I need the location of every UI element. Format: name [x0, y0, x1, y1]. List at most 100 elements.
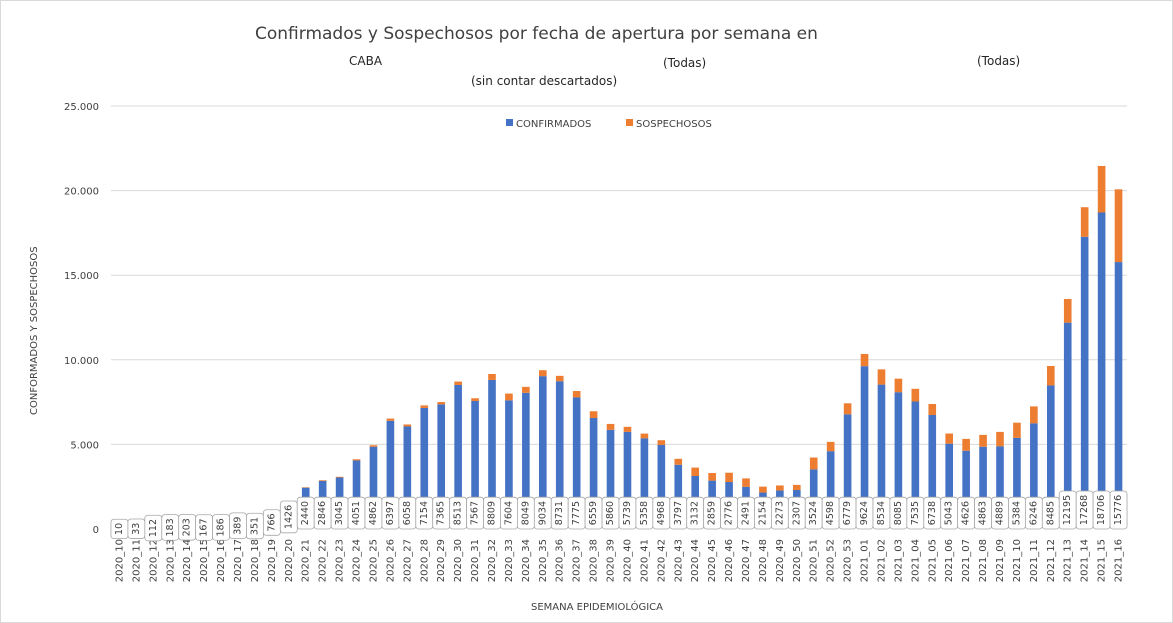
data-label-value: 2776 — [724, 501, 735, 525]
y-tick-label: 25.000 — [64, 102, 99, 113]
x-tick-label: 2020_32 — [487, 539, 498, 582]
bar-sospechosos — [1030, 406, 1038, 424]
bar-confirmados — [843, 414, 852, 529]
data-label-value: 7567 — [470, 501, 481, 525]
data-label-value: 5860 — [605, 501, 616, 525]
y-tick-label: 20.000 — [64, 187, 99, 198]
bar-confirmados — [538, 376, 547, 529]
data-label-value: 4598 — [825, 501, 836, 525]
bar-confirmados — [420, 407, 429, 529]
data-label-value: 2154 — [757, 501, 768, 525]
bar-sospechosos — [911, 388, 920, 402]
x-tick-label: 2020_23 — [335, 539, 346, 582]
bar-confirmados — [657, 444, 666, 529]
bar-sospechosos — [877, 369, 886, 385]
legend-swatch-confirmados — [506, 119, 513, 126]
bar-confirmados — [1063, 322, 1072, 529]
data-label: 3524 — [804, 496, 823, 530]
bar-sospechosos — [1013, 422, 1021, 438]
data-label-value: 6779 — [842, 501, 853, 525]
bar-sospechosos — [589, 411, 598, 419]
bar-confirmados — [894, 392, 903, 529]
data-label-value: 5043 — [944, 501, 955, 525]
y-tick-label: 15.000 — [64, 271, 99, 282]
data-label: 3045 — [330, 496, 349, 530]
data-label-value: 5739 — [622, 501, 633, 525]
data-label-value: 2491 — [741, 501, 752, 525]
bar-sospechosos — [691, 467, 700, 477]
bar-confirmados — [505, 400, 513, 529]
data-label-value: 2859 — [707, 501, 718, 525]
bar-confirmados — [352, 460, 361, 529]
bar-confirmados — [860, 366, 869, 529]
bar-confirmados — [1013, 437, 1021, 529]
data-label-value: 6738 — [927, 501, 938, 525]
bars — [115, 165, 1123, 529]
bar-sospechosos — [369, 445, 378, 447]
data-label: 5739 — [618, 496, 637, 530]
data-label-value: 766 — [266, 513, 277, 531]
data-label: 8731 — [550, 496, 569, 530]
data-label: 389 — [229, 512, 247, 539]
x-tick-label: 2020_30 — [453, 539, 464, 582]
bar-sospechosos — [742, 478, 750, 487]
bar-confirmados — [589, 418, 598, 529]
data-label: 2491 — [737, 496, 755, 530]
x-tick-label: 2020_45 — [707, 539, 718, 582]
x-tick-label: 2021_15 — [1097, 539, 1108, 582]
subtitle-region: CABA — [349, 54, 383, 68]
data-label: 167 — [195, 514, 214, 541]
bar-sospechosos — [725, 472, 733, 483]
data-label: 4968 — [652, 496, 671, 530]
x-tick-label: 2020_43 — [673, 539, 684, 582]
data-label-value: 6246 — [1028, 501, 1039, 525]
x-tick-label: 2021_01 — [860, 539, 871, 582]
data-label-value: 7775 — [571, 501, 582, 525]
data-label-value: 9624 — [859, 501, 870, 525]
x-tick-label: 2021_11 — [1029, 539, 1040, 582]
data-label: 2846 — [313, 496, 332, 530]
bar-confirmados — [403, 426, 412, 529]
data-label-value: 8049 — [520, 501, 531, 525]
data-label: 6779 — [838, 496, 857, 530]
bar-sospechosos — [1063, 298, 1072, 323]
bar-confirmados — [945, 443, 954, 529]
data-label-value: 8809 — [487, 501, 498, 525]
data-label-value: 351 — [249, 517, 260, 535]
bar-sospechosos — [471, 398, 479, 401]
data-label: 8513 — [449, 496, 468, 530]
bar-sospechosos — [996, 431, 1004, 447]
data-label-value: 6058 — [402, 501, 413, 525]
bar-confirmados — [437, 404, 446, 529]
subtitle-note: (sin contar descartados) — [471, 74, 617, 88]
data-label: 10 — [110, 518, 129, 540]
bar-sospechosos — [572, 391, 581, 398]
data-label-value: 10 — [114, 523, 125, 535]
x-tick-label: 2020_42 — [656, 539, 667, 582]
data-label-value: 167 — [199, 519, 210, 537]
x-tick-label: 2020_27 — [402, 539, 413, 582]
bar-sospechosos — [674, 458, 683, 465]
bar-confirmados — [488, 379, 496, 529]
data-label: 8809 — [483, 496, 501, 530]
x-tick-label: 2020_39 — [606, 539, 617, 582]
data-label-value: 389 — [233, 517, 244, 535]
bar-confirmados — [979, 446, 987, 529]
bar-sospechosos — [792, 484, 801, 490]
bar-confirmados — [386, 420, 395, 529]
subtitle-filter-1: (Todas) — [663, 56, 706, 70]
bar-sospechosos — [386, 418, 395, 421]
data-label-value: 8513 — [453, 501, 464, 525]
x-tick-label: 2020_10 — [114, 539, 125, 582]
x-tick-label: 2021_03 — [893, 539, 904, 582]
x-tick-label: 2021_16 — [1114, 539, 1125, 582]
data-label-value: 6559 — [588, 501, 599, 525]
x-tick-label: 2021_12 — [1046, 539, 1057, 582]
data-label: 6738 — [923, 496, 942, 530]
data-label: 766 — [262, 509, 281, 536]
data-label: 4051 — [347, 496, 366, 530]
x-tick-label: 2021_10 — [1012, 539, 1023, 582]
x-tick-label: 2020_19 — [267, 539, 278, 582]
data-label-value: 4626 — [961, 501, 972, 525]
data-label: 2154 — [754, 496, 772, 530]
